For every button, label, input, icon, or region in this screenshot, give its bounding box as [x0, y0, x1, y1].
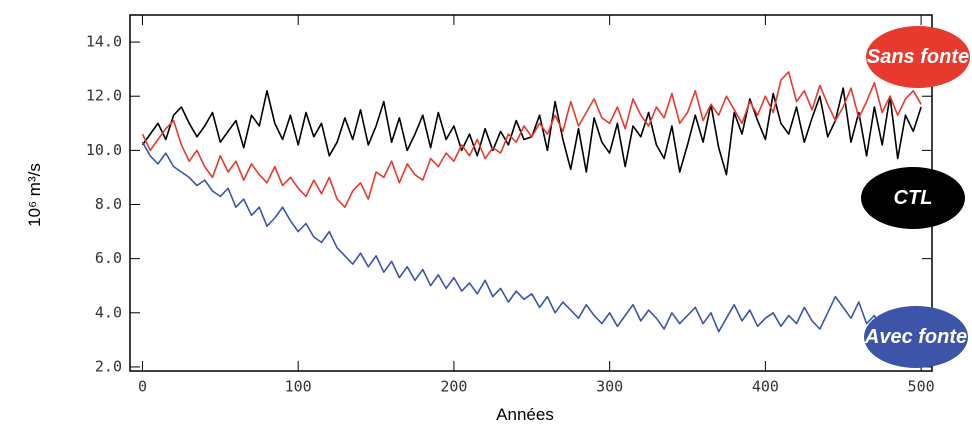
- x-tick-label: 0: [138, 378, 147, 396]
- series-line: [141, 141, 922, 336]
- y-axis-label: 10⁶ m³/s: [25, 163, 44, 227]
- y-tick-label: 6.0: [95, 249, 122, 267]
- y-tick-label: 10.0: [86, 141, 122, 159]
- x-tick-label: 300: [596, 378, 623, 396]
- x-tick-label: 200: [440, 378, 467, 396]
- y-tick-label: 14.0: [86, 33, 122, 51]
- x-tick-label: 100: [285, 378, 312, 396]
- x-tick-label: 500: [908, 378, 935, 396]
- x-axis-label: Années: [496, 405, 554, 424]
- x-tick-label: 400: [752, 378, 779, 396]
- y-tick-label: 4.0: [95, 303, 122, 321]
- y-tick-label: 8.0: [95, 195, 122, 213]
- y-tick-label: 2.0: [95, 357, 122, 375]
- series-line: [141, 71, 922, 208]
- legend-entry: Sans fonte: [866, 26, 970, 88]
- legend-entry: CTL: [861, 167, 965, 229]
- y-tick-label: 12.0: [86, 87, 122, 105]
- series-line: [141, 87, 922, 176]
- legend-entry: Avec fonte: [864, 306, 968, 368]
- plot-frame: [129, 14, 933, 372]
